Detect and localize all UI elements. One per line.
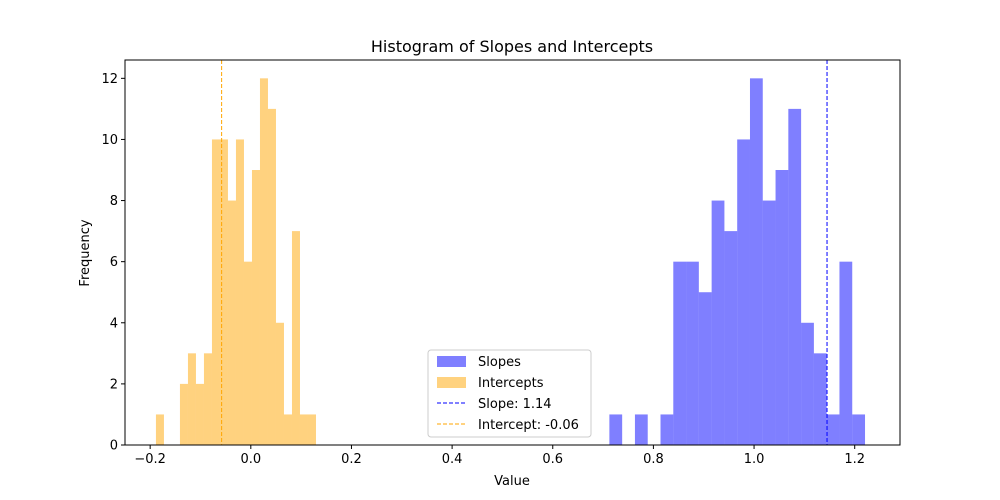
- bar-intercepts-0: [155, 414, 164, 445]
- bar-intercepts-6: [203, 353, 212, 445]
- x-tick-label: 0.4: [442, 452, 463, 467]
- bar-slopes-14: [788, 108, 802, 445]
- chart-title: Histogram of Slopes and Intercepts: [371, 37, 653, 56]
- x-tick-label: 0.8: [643, 452, 664, 467]
- bar-intercepts-14: [267, 108, 276, 445]
- x-tick-label: 1.2: [844, 452, 865, 467]
- bar-intercepts-5: [195, 383, 204, 445]
- bars-layer: [155, 78, 866, 445]
- bar-intercepts-17: [291, 231, 300, 445]
- x-tick-label: 1.0: [744, 452, 765, 467]
- bar-intercepts-4: [187, 353, 196, 445]
- y-axis-ticks: 0 2 4 6 8 10 12: [101, 72, 125, 454]
- bar-intercepts-18: [299, 414, 308, 445]
- y-tick-label: 10: [101, 133, 118, 148]
- bar-slopes-8: [711, 200, 725, 445]
- bar-intercepts-11: [243, 261, 252, 445]
- legend-label-intercepts: Intercepts: [478, 376, 544, 391]
- bar-slopes-16: [813, 353, 827, 445]
- bar-intercepts-19: [307, 414, 316, 445]
- legend-swatch-slopes: [437, 356, 466, 367]
- reference-lines-layer: [221, 60, 828, 445]
- legend-label-slopes: Slopes: [478, 355, 521, 370]
- bar-slopes-13: [775, 170, 789, 445]
- bar-slopes-17: [826, 414, 840, 445]
- legend-label-intercept-line: Intercept: -0.06: [478, 418, 579, 433]
- x-axis-label: Value: [494, 474, 530, 489]
- bar-slopes-5: [673, 261, 687, 445]
- bar-intercepts-12: [251, 170, 260, 445]
- x-tick-label: −0.2: [134, 452, 166, 467]
- bar-intercepts-15: [275, 322, 284, 445]
- bar-slopes-7: [698, 292, 712, 445]
- bar-slopes-11: [749, 78, 763, 445]
- legend-swatch-intercepts: [437, 377, 466, 388]
- y-tick-label: 8: [110, 194, 118, 209]
- bar-slopes-0: [609, 414, 623, 445]
- x-axis-ticks: −0.2 0.0 0.2 0.4 0.6 0.8 1.0 1.2: [134, 445, 865, 467]
- x-tick-label: 0.0: [240, 452, 261, 467]
- legend-box: [427, 349, 592, 438]
- bar-intercepts-13: [259, 78, 268, 445]
- y-axis-label: Frequency: [78, 219, 93, 286]
- bar-slopes-15: [801, 322, 814, 445]
- legend: Slopes Intercepts Slope: 1.14 Intercept:…: [427, 349, 592, 438]
- x-tick-label: 0.6: [542, 452, 563, 467]
- bar-slopes-12: [762, 200, 776, 445]
- bar-slopes-19: [852, 414, 866, 445]
- bar-slopes-18: [839, 261, 853, 445]
- bar-slopes-10: [737, 139, 750, 445]
- bar-intercepts-8: [219, 139, 228, 445]
- bar-intercepts-3: [179, 383, 188, 445]
- y-tick-label: 4: [110, 316, 118, 331]
- bar-slopes-6: [686, 261, 699, 445]
- plot-frame: [124, 59, 901, 446]
- bar-slopes-2: [634, 414, 648, 445]
- y-tick-label: 12: [101, 72, 118, 87]
- y-tick-label: 0: [110, 439, 118, 454]
- bar-intercepts-16: [283, 414, 292, 445]
- bar-intercepts-7: [211, 139, 220, 445]
- legend-label-slope-line: Slope: 1.14: [478, 397, 552, 412]
- bar-slopes-4: [660, 414, 674, 445]
- y-tick-label: 2: [110, 377, 118, 392]
- bar-intercepts-9: [227, 200, 236, 445]
- bar-intercepts-10: [235, 139, 244, 445]
- x-tick-label: 0.2: [341, 452, 362, 467]
- bar-slopes-9: [724, 231, 738, 445]
- y-tick-label: 6: [110, 255, 118, 270]
